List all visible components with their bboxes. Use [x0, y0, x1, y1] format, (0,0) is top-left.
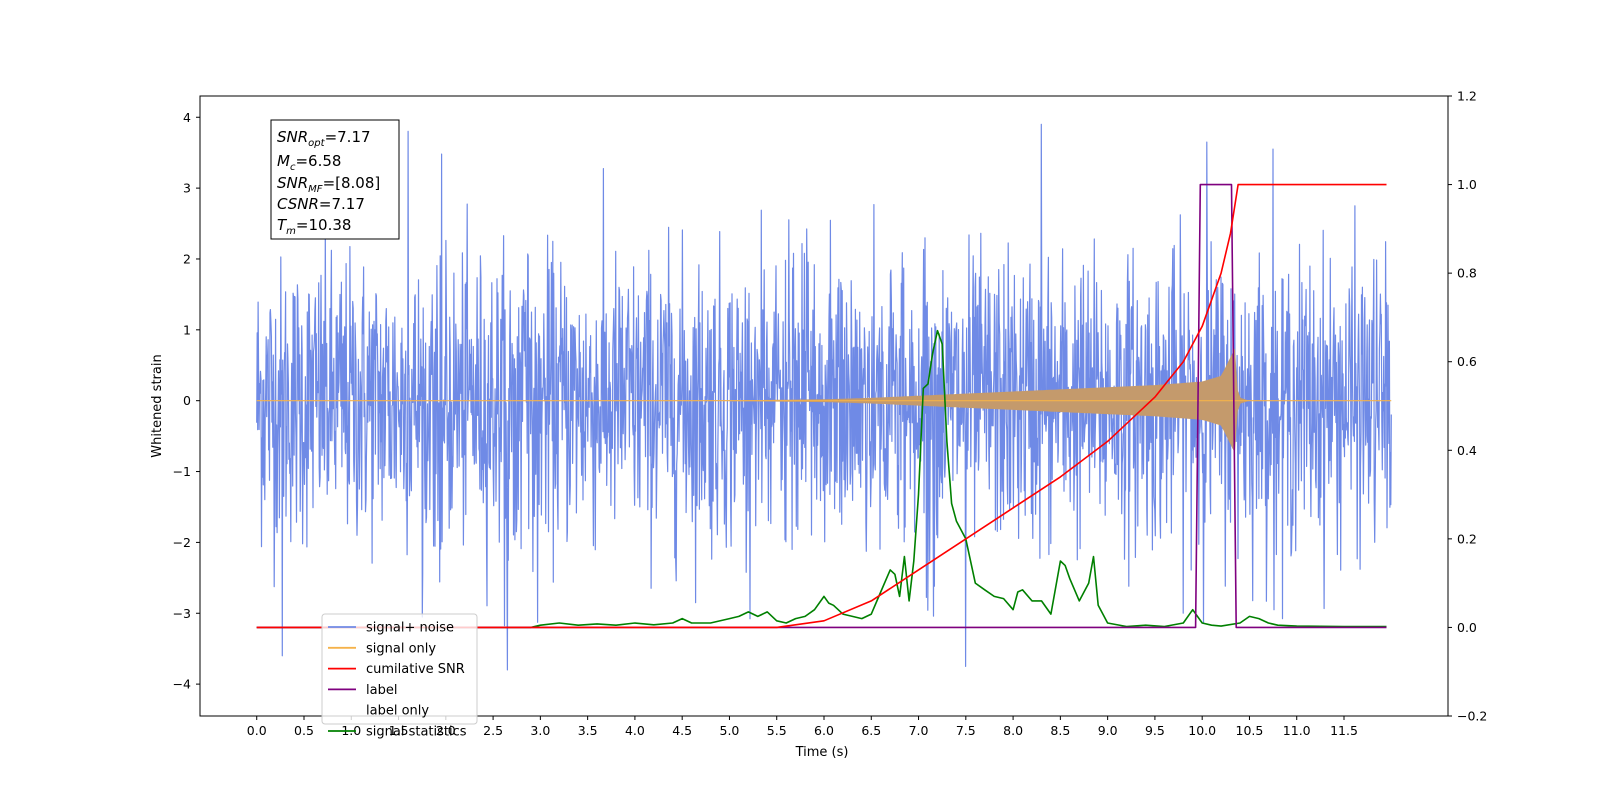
y-axis-left: −4 −3 −2 −1 0 1 2 3 4: [173, 110, 200, 692]
info-csnr-value: =7.17: [319, 195, 365, 213]
info-csnr: CSNR=7.17: [277, 195, 365, 213]
plot-area: [256, 123, 1392, 671]
x-tick-label: 5.0: [720, 723, 740, 738]
legend-frame: [321, 613, 478, 725]
info-tm: Tm=10.38: [277, 216, 351, 237]
info-box: SNRopt=7.17 Mc=6.58 SNRMF=[8.08] CSNR=7.…: [270, 119, 400, 240]
series-label-line: [256, 183, 1387, 629]
x-tick-label: 10.5: [1236, 723, 1264, 738]
y-axis-right: −0.2 0.0 0.2 0.4 0.6 0.8 1.0 1.2: [1448, 89, 1487, 724]
series-signal-statistics-line: [256, 329, 1387, 629]
y-tick-label: 1: [183, 322, 191, 337]
x-tick-label: 2.0: [436, 723, 456, 738]
legend-label: signal statistics: [366, 725, 467, 740]
info-tm-value: =10.38: [296, 216, 352, 234]
legend-label: signal only: [366, 641, 436, 656]
y-tick-label: −3: [173, 606, 191, 621]
legend: signal+ noise signal only cumilative SNR la…: [321, 613, 478, 740]
info-snr-opt-value: =7.17: [325, 128, 371, 146]
x-tick-label: 1.5: [389, 723, 409, 738]
y2-tick-label: 0.6: [1457, 354, 1477, 369]
x-tick-label: 6.0: [814, 723, 834, 738]
x-tick-label: 8.0: [1003, 723, 1023, 738]
y-tick-label: 3: [183, 181, 191, 196]
x-tick-label: 11.0: [1283, 723, 1311, 738]
legend-label: signal+ noise: [366, 621, 454, 636]
info-snr-opt: SNRopt=7.17: [277, 128, 371, 149]
y-axis-label: Whitened strain: [150, 354, 165, 457]
info-snr-mf: SNRMF=[8.08]: [277, 174, 380, 195]
y-tick-label: −2: [173, 535, 191, 550]
info-mc-value: =6.58: [295, 152, 341, 170]
info-box-frame: [270, 119, 400, 240]
y2-tick-label: 1.2: [1457, 89, 1477, 104]
x-tick-label: 11.5: [1330, 723, 1358, 738]
legend-label: cumilative SNR: [366, 662, 465, 677]
y2-tick-label: 0.4: [1457, 443, 1477, 458]
legend-label: label only: [366, 704, 429, 719]
x-tick-label: 6.5: [861, 723, 881, 738]
x-tick-label: 9.5: [1145, 723, 1165, 738]
y-tick-label: 0: [183, 393, 191, 408]
info-snr-mf-value: =[8.08]: [323, 174, 381, 192]
x-tick-label: 0.0: [247, 723, 267, 738]
y2-tick-label: 0.8: [1457, 266, 1477, 281]
y-tick-label: 4: [183, 110, 191, 125]
series-cumulative-snr-line: [256, 183, 1387, 629]
x-tick-label: 5.5: [767, 723, 787, 738]
y-tick-label: 2: [183, 251, 191, 266]
x-tick-label: 0.5: [294, 723, 314, 738]
x-tick-label: 10.0: [1188, 723, 1216, 738]
x-tick-label: 7.0: [909, 723, 929, 738]
x-tick-label: 3.0: [530, 723, 550, 738]
x-tick-label: 7.5: [956, 723, 976, 738]
y-tick-label: −4: [173, 677, 191, 692]
x-tick-label: 4.5: [672, 723, 692, 738]
y2-tick-label: 0.2: [1457, 531, 1477, 546]
info-mc: Mc=6.58: [277, 152, 341, 173]
x-tick-label: 9.0: [1098, 723, 1118, 738]
y2-tick-label: 1.0: [1457, 177, 1477, 192]
x-axis-label: Time (s): [795, 745, 849, 760]
x-tick-label: 4.0: [625, 723, 645, 738]
x-tick-label: 3.5: [578, 723, 598, 738]
y2-tick-label: −0.2: [1457, 709, 1487, 724]
y-tick-label: −1: [173, 464, 191, 479]
y2-tick-label: 0.0: [1457, 620, 1477, 635]
legend-label: label: [366, 683, 397, 698]
x-axis: 0.0 0.5 1.0 1.5 2.0 2.5 3.0 3.5 4.0 4.5 5.0 5.5 6.0 6…: [247, 716, 1358, 738]
x-tick-label: 8.5: [1050, 723, 1070, 738]
series-signal-noise-line: [256, 123, 1392, 671]
x-tick-label: 2.5: [483, 723, 503, 738]
